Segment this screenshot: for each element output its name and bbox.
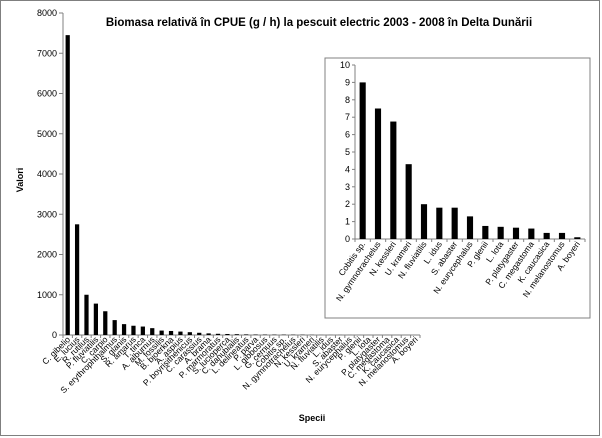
inset-bar [482, 225, 489, 239]
inset-y-tick-label: 4 [345, 164, 350, 174]
x-axis-title: Specii [299, 413, 326, 423]
main-y-tick-label: 0 [52, 330, 57, 340]
inset-y-tick-label: 10 [340, 60, 350, 70]
inset-y-tick-label: 7 [345, 112, 350, 122]
main-bar [206, 333, 211, 335]
inset-bar [558, 232, 566, 239]
main-y-tick-label: 3000 [37, 209, 57, 219]
y-axis-title: Valori [15, 168, 25, 193]
main-bar [84, 294, 89, 335]
main-bar [187, 332, 192, 335]
main-bar [112, 320, 117, 335]
inset-y-tick-label: 2 [345, 199, 350, 209]
inset-bar [528, 228, 535, 239]
main-y-tick-label: 4000 [37, 169, 57, 179]
main-y-tick-label: 6000 [37, 89, 57, 99]
main-bar [93, 303, 98, 335]
main-bar [74, 224, 80, 335]
main-bar [65, 35, 70, 335]
inset-bar [359, 82, 366, 240]
inset-y-tick-label: 0 [345, 234, 350, 244]
inset-y-tick-label: 9 [345, 77, 350, 87]
inset-chart-box [324, 57, 591, 319]
main-bar [140, 326, 145, 335]
inset-y-tick-label: 8 [345, 95, 350, 105]
inset-bar [374, 108, 382, 239]
inset-y-tick-label: 6 [345, 130, 350, 140]
main-y-tick-label: 5000 [37, 129, 57, 139]
chart-title: Biomasa relativă în CPUE (g / h) la pesc… [106, 17, 532, 29]
main-bar [244, 334, 249, 335]
main-bar [150, 328, 155, 335]
inset-bar [436, 207, 443, 239]
inset-bar [405, 164, 412, 239]
main-bar [168, 330, 174, 335]
inset-bar [466, 216, 474, 239]
main-bar [234, 334, 239, 335]
inset-bar [390, 121, 397, 239]
inset-bar [543, 232, 550, 239]
main-y-tick-label: 8000 [37, 8, 57, 18]
main-bar [103, 311, 108, 335]
inset-bar [512, 227, 520, 239]
inset-y-tick-label: 1 [345, 217, 350, 227]
main-bar [225, 333, 230, 335]
main-y-tick-label: 7000 [37, 48, 57, 58]
inset-bar [420, 204, 428, 239]
inset-y-tick-label: 5 [345, 147, 350, 157]
inset-bar [497, 226, 504, 239]
inset-y-tick-label: 3 [345, 182, 350, 192]
main-y-tick-label: 1000 [37, 290, 57, 300]
main-bar [131, 325, 136, 335]
main-y-tick-label: 2000 [37, 250, 57, 260]
main-bar [178, 331, 183, 335]
main-bar [197, 332, 202, 335]
main-bar [121, 324, 127, 335]
inset-bar [574, 237, 581, 239]
main-bar [159, 330, 164, 335]
main-bar [215, 333, 221, 335]
inset-bar [451, 207, 458, 239]
